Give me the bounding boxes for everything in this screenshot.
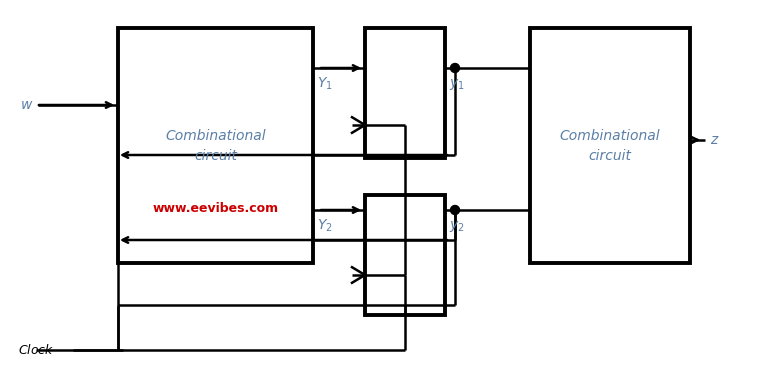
- Text: $y_1$: $y_1$: [449, 77, 465, 92]
- Circle shape: [451, 64, 459, 72]
- Text: $z$: $z$: [710, 133, 720, 147]
- Text: $Y_1$: $Y_1$: [317, 76, 333, 92]
- Circle shape: [451, 206, 459, 214]
- Bar: [530, 28, 690, 263]
- Bar: [365, 195, 445, 315]
- Text: circuit: circuit: [194, 149, 237, 162]
- Bar: [118, 28, 313, 263]
- Bar: [365, 28, 445, 158]
- Text: $Y_2$: $Y_2$: [317, 218, 333, 234]
- Text: www.eevibes.com: www.eevibes.com: [152, 201, 279, 214]
- Text: $Clock$: $Clock$: [18, 343, 55, 357]
- Text: $w$: $w$: [20, 98, 33, 112]
- Text: $y_2$: $y_2$: [449, 219, 465, 233]
- Text: Combinational: Combinational: [165, 129, 266, 142]
- Text: circuit: circuit: [588, 149, 631, 162]
- Text: Combinational: Combinational: [560, 129, 660, 142]
